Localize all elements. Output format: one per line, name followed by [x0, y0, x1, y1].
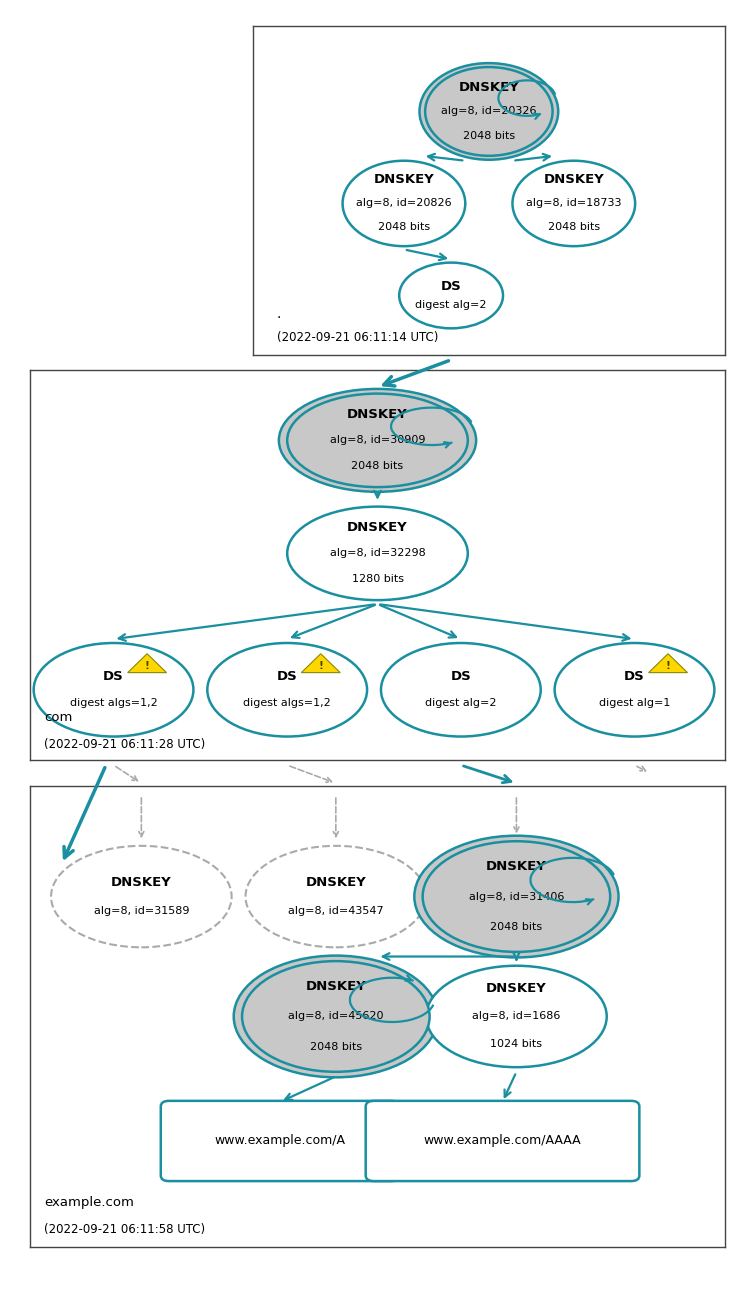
Text: com: com: [44, 711, 72, 724]
Ellipse shape: [414, 835, 618, 957]
FancyBboxPatch shape: [365, 1100, 639, 1181]
Text: DNSKEY: DNSKEY: [374, 174, 434, 187]
Ellipse shape: [381, 643, 541, 737]
Text: alg=8, id=31589: alg=8, id=31589: [94, 905, 189, 916]
Text: 2048 bits: 2048 bits: [310, 1042, 362, 1052]
FancyBboxPatch shape: [161, 1100, 399, 1181]
Text: alg=8, id=32298: alg=8, id=32298: [330, 548, 425, 559]
Text: alg=8, id=18733: alg=8, id=18733: [526, 199, 621, 208]
Ellipse shape: [555, 643, 714, 737]
Text: DNSKEY: DNSKEY: [306, 876, 366, 889]
Text: (2022-09-21 06:11:14 UTC): (2022-09-21 06:11:14 UTC): [276, 331, 438, 344]
Ellipse shape: [420, 64, 558, 160]
Text: DNSKEY: DNSKEY: [111, 876, 171, 889]
Text: alg=8, id=31406: alg=8, id=31406: [469, 891, 564, 902]
Text: DS: DS: [451, 670, 471, 683]
Text: DS: DS: [624, 670, 645, 683]
Text: DNSKEY: DNSKEY: [347, 408, 408, 421]
Ellipse shape: [279, 388, 476, 492]
Polygon shape: [649, 653, 688, 673]
Ellipse shape: [399, 262, 503, 329]
Ellipse shape: [287, 394, 468, 487]
Text: DNSKEY: DNSKEY: [458, 81, 519, 94]
Text: www.example.com/A: www.example.com/A: [214, 1134, 346, 1147]
Text: !: !: [319, 661, 323, 672]
Text: digest alg=2: digest alg=2: [425, 698, 497, 708]
Text: digest algs=1,2: digest algs=1,2: [69, 698, 158, 708]
Ellipse shape: [234, 956, 438, 1077]
Text: digest alg=1: digest alg=1: [599, 698, 670, 708]
Text: 2048 bits: 2048 bits: [463, 131, 515, 140]
Text: 1024 bits: 1024 bits: [491, 1039, 542, 1050]
Ellipse shape: [423, 842, 610, 952]
Text: (2022-09-21 06:11:58 UTC): (2022-09-21 06:11:58 UTC): [44, 1224, 205, 1237]
Text: alg=8, id=45620: alg=8, id=45620: [288, 1012, 384, 1021]
Text: alg=8, id=20326: alg=8, id=20326: [441, 107, 537, 117]
Text: alg=8, id=30909: alg=8, id=30909: [330, 435, 425, 446]
Ellipse shape: [426, 965, 607, 1068]
Ellipse shape: [287, 507, 468, 600]
Text: DNSKEY: DNSKEY: [306, 979, 366, 992]
Text: DNSKEY: DNSKEY: [544, 174, 604, 187]
Text: DNSKEY: DNSKEY: [486, 982, 547, 995]
Text: example.com: example.com: [44, 1195, 134, 1208]
Ellipse shape: [513, 161, 635, 247]
Text: digest algs=1,2: digest algs=1,2: [243, 698, 331, 708]
Text: 2048 bits: 2048 bits: [378, 222, 430, 233]
Text: DS: DS: [277, 670, 297, 683]
Text: alg=8, id=20826: alg=8, id=20826: [356, 199, 451, 208]
Ellipse shape: [343, 161, 465, 247]
Ellipse shape: [51, 846, 232, 947]
Text: 2048 bits: 2048 bits: [490, 922, 543, 931]
Text: .: .: [276, 308, 281, 321]
Polygon shape: [128, 653, 167, 673]
Text: digest alg=2: digest alg=2: [415, 300, 487, 309]
Text: 1280 bits: 1280 bits: [352, 574, 403, 585]
Text: !: !: [666, 661, 670, 672]
Ellipse shape: [425, 68, 553, 156]
Text: !: !: [145, 661, 149, 672]
Ellipse shape: [245, 846, 426, 947]
Text: (2022-09-21 06:11:28 UTC): (2022-09-21 06:11:28 UTC): [44, 738, 205, 751]
Text: alg=8, id=43547: alg=8, id=43547: [288, 905, 384, 916]
Text: 2048 bits: 2048 bits: [351, 461, 404, 472]
Ellipse shape: [208, 643, 367, 737]
Text: DS: DS: [441, 279, 461, 294]
Text: DNSKEY: DNSKEY: [347, 521, 408, 534]
Text: DS: DS: [103, 670, 124, 683]
Polygon shape: [301, 653, 341, 673]
Text: alg=8, id=1686: alg=8, id=1686: [472, 1012, 561, 1021]
Text: 2048 bits: 2048 bits: [547, 222, 600, 233]
Ellipse shape: [242, 961, 430, 1072]
Ellipse shape: [34, 643, 193, 737]
Text: www.example.com/AAAA: www.example.com/AAAA: [424, 1134, 581, 1147]
Text: DNSKEY: DNSKEY: [486, 860, 547, 873]
